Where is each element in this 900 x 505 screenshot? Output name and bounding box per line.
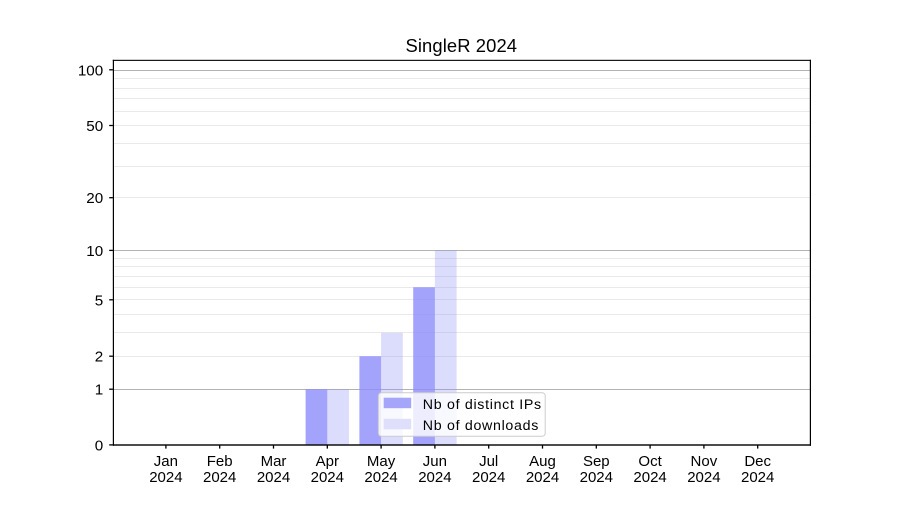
svg-text:2024: 2024 xyxy=(257,469,290,486)
svg-text:2024: 2024 xyxy=(580,469,613,486)
svg-text:2: 2 xyxy=(95,349,103,366)
svg-text:Nb of distinct IPs: Nb of distinct IPs xyxy=(423,397,542,413)
svg-text:Mar: Mar xyxy=(261,453,287,470)
svg-text:2024: 2024 xyxy=(741,469,774,486)
svg-text:Nb of downloads: Nb of downloads xyxy=(423,418,539,434)
svg-text:1: 1 xyxy=(95,382,103,399)
svg-text:Jun: Jun xyxy=(423,453,447,470)
svg-text:0: 0 xyxy=(95,437,103,454)
svg-text:Aug: Aug xyxy=(529,453,556,470)
svg-text:2024: 2024 xyxy=(687,469,720,486)
svg-text:Sep: Sep xyxy=(583,453,610,470)
svg-text:Feb: Feb xyxy=(207,453,233,470)
svg-text:10: 10 xyxy=(86,243,103,260)
svg-text:2024: 2024 xyxy=(203,469,236,486)
svg-text:2024: 2024 xyxy=(311,469,344,486)
svg-text:20: 20 xyxy=(86,190,103,207)
svg-text:50: 50 xyxy=(86,118,103,135)
svg-text:2024: 2024 xyxy=(149,469,182,486)
svg-text:Nov: Nov xyxy=(691,453,718,470)
svg-text:2024: 2024 xyxy=(472,469,505,486)
svg-text:Dec: Dec xyxy=(744,453,771,470)
svg-text:Apr: Apr xyxy=(316,453,339,470)
svg-text:2024: 2024 xyxy=(364,469,397,486)
svg-text:SingleR 2024: SingleR 2024 xyxy=(405,35,517,56)
svg-text:100: 100 xyxy=(78,62,103,79)
svg-text:2024: 2024 xyxy=(633,469,666,486)
svg-text:5: 5 xyxy=(95,292,103,309)
svg-text:May: May xyxy=(367,453,396,470)
svg-text:Oct: Oct xyxy=(638,453,662,470)
svg-text:2024: 2024 xyxy=(526,469,559,486)
svg-text:Jan: Jan xyxy=(154,453,178,470)
svg-text:2024: 2024 xyxy=(418,469,451,486)
svg-text:Jul: Jul xyxy=(479,453,498,470)
